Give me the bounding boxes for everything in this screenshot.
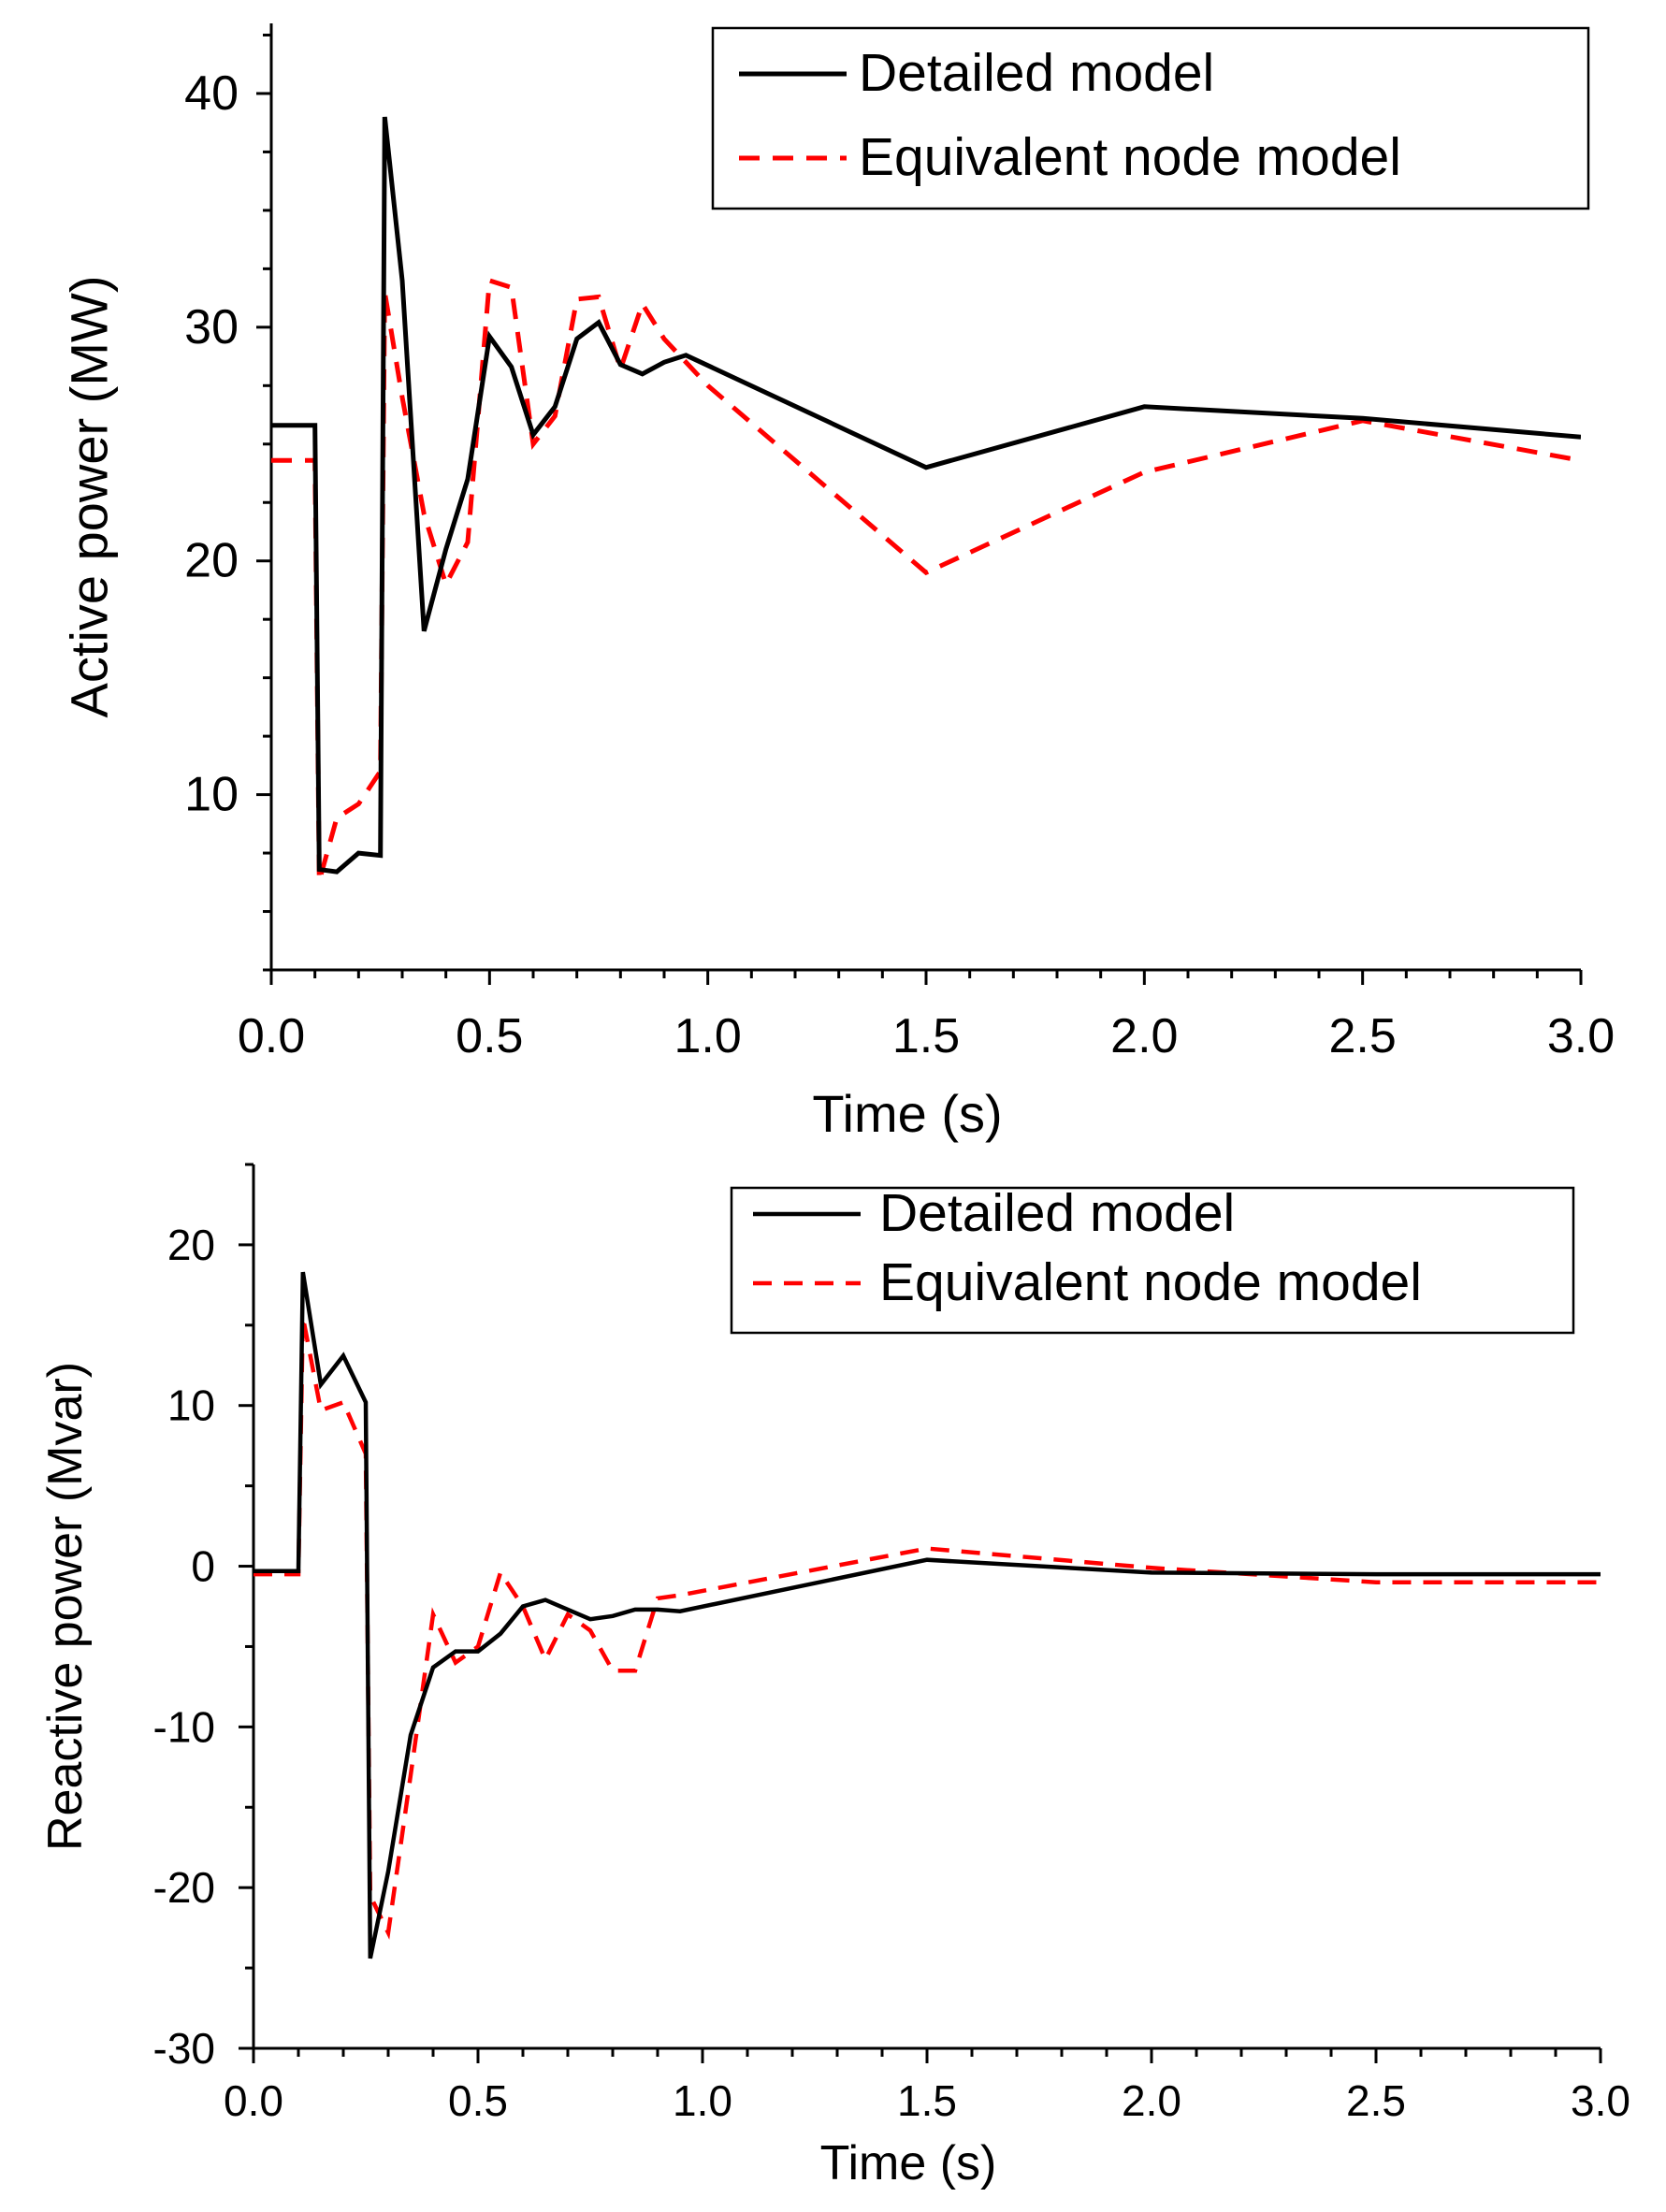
x-tick-label: 0.5 bbox=[448, 2076, 508, 2125]
legend-label-equivalent-node-model: Equivalent node model bbox=[859, 127, 1401, 187]
x-tick-label: 1.5 bbox=[897, 2076, 957, 2125]
x-tick-label: 0.0 bbox=[238, 1009, 305, 1063]
y-axis-label: Reactive power (Mvar) bbox=[38, 1362, 93, 1851]
chart-panel-2: 0.0 0.5 1.0 1.5 2.0 2.5 3.0 -30 -20 -10 0 10 20 Time … bbox=[38, 1163, 1630, 2190]
x-axis-label: Time (s) bbox=[812, 1084, 1002, 1143]
x-tick-label: 1.5 bbox=[892, 1009, 960, 1063]
x-tick-label: 2.0 bbox=[1110, 1009, 1178, 1063]
y-tick-label: 10 bbox=[184, 768, 239, 822]
y-tick-label: 40 bbox=[184, 66, 239, 121]
y-tick-label: 20 bbox=[184, 534, 239, 588]
y-tick-label: -30 bbox=[153, 2024, 215, 2073]
x-axis-label: Time (s) bbox=[820, 2136, 997, 2190]
legend-label-detailed-model: Detailed model bbox=[859, 43, 1214, 103]
y-tick-label: 30 bbox=[184, 300, 239, 354]
x-tick-label: 0.5 bbox=[456, 1009, 523, 1063]
legend-box bbox=[730, 1186, 1575, 1335]
legend-label-equivalent-node-model: Equivalent node model bbox=[879, 1252, 1422, 1312]
y-axis-label: Active power (MW) bbox=[60, 276, 119, 718]
legend-box bbox=[711, 26, 1590, 210]
y-tick-label: 10 bbox=[167, 1381, 215, 1430]
y-tick-label: 0 bbox=[191, 1542, 215, 1591]
chart-panel-1: 0.0 0.5 1.0 1.5 2.0 2.5 3.0 10 20 30 40 Time (s) Act… bbox=[60, 23, 1615, 1143]
x-tick-label: 2.5 bbox=[1329, 1009, 1397, 1063]
x-tick-label: 1.0 bbox=[674, 1009, 742, 1063]
legend: Detailed model Equivalent node model bbox=[730, 1183, 1575, 1335]
legend: Detailed model Equivalent node model bbox=[711, 26, 1590, 210]
x-tick-label: 0.0 bbox=[224, 2076, 283, 2125]
series-line-equivalent-node-model bbox=[271, 277, 1581, 882]
x-tick-label: 1.0 bbox=[673, 2076, 732, 2125]
x-tick-label: 2.0 bbox=[1122, 2076, 1181, 2125]
x-tick-label: 3.0 bbox=[1571, 2076, 1630, 2125]
y-tick-label: -10 bbox=[153, 1702, 215, 1751]
series-line-detailed-model bbox=[271, 116, 1581, 875]
x-tick-label: 2.5 bbox=[1346, 2076, 1406, 2125]
legend-label-detailed-model: Detailed model bbox=[879, 1183, 1235, 1243]
x-tick-label: 3.0 bbox=[1547, 1009, 1615, 1063]
y-tick-label: -20 bbox=[153, 1863, 215, 1912]
series-line-equivalent-node-model bbox=[254, 1316, 1601, 1940]
series-line-detailed-model bbox=[254, 1271, 1601, 1959]
y-tick-label: 20 bbox=[167, 1221, 215, 1269]
